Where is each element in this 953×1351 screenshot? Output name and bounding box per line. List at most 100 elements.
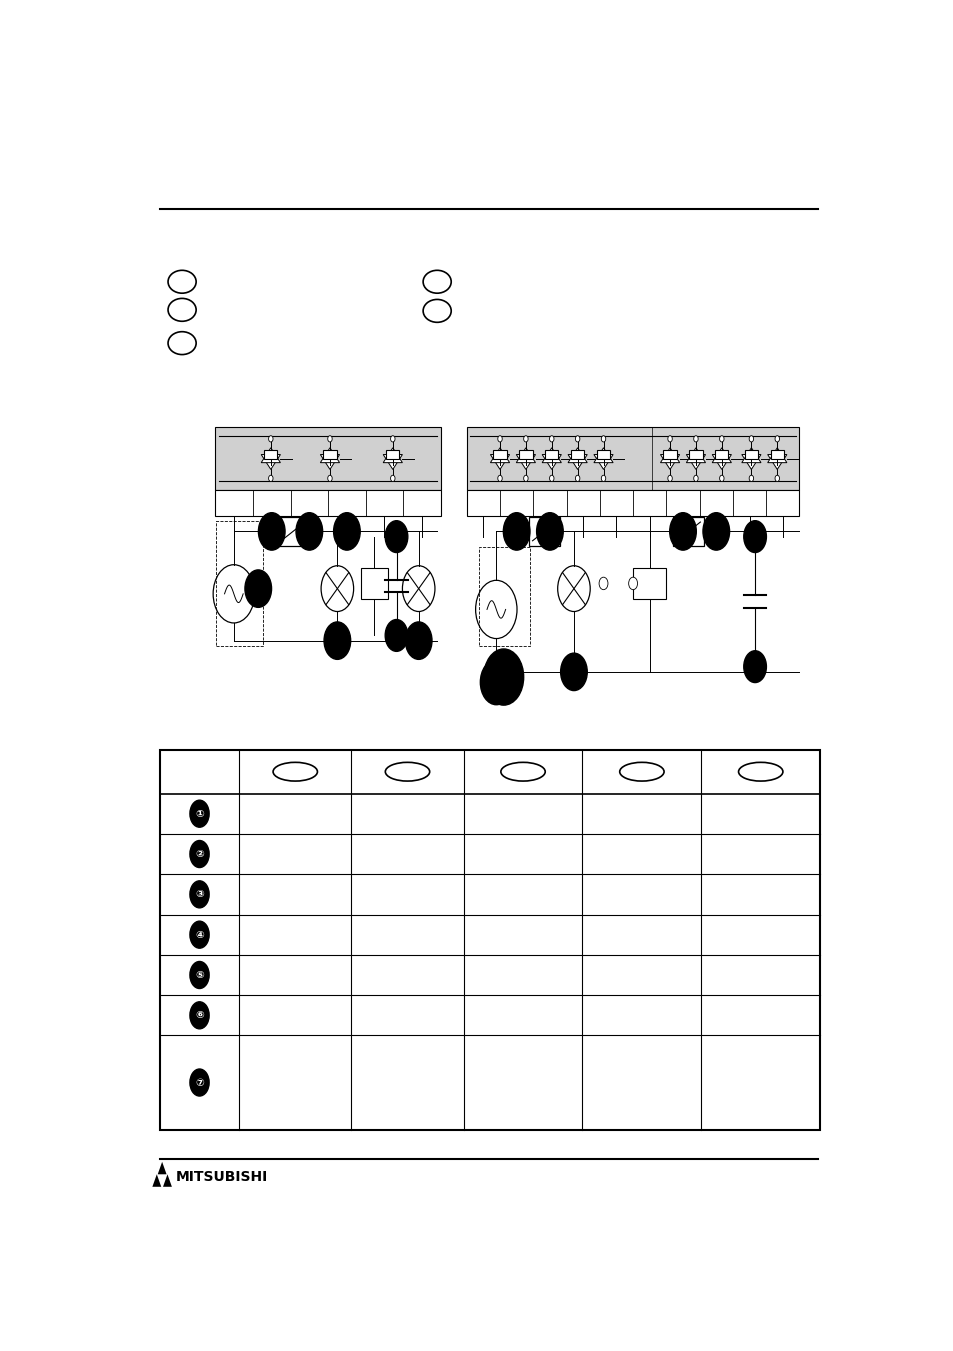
Polygon shape	[383, 454, 402, 469]
Circle shape	[390, 436, 395, 442]
Polygon shape	[320, 447, 339, 462]
Polygon shape	[594, 454, 613, 469]
Text: ②: ②	[195, 848, 204, 859]
Circle shape	[667, 476, 672, 481]
Circle shape	[600, 476, 605, 481]
Circle shape	[190, 881, 209, 908]
Polygon shape	[320, 454, 339, 469]
Bar	[386, 450, 399, 458]
Circle shape	[693, 476, 698, 481]
Polygon shape	[741, 447, 760, 462]
Circle shape	[575, 476, 579, 481]
Polygon shape	[767, 454, 786, 469]
Text: ⑥: ⑥	[195, 1011, 204, 1020]
Bar	[744, 450, 758, 458]
Circle shape	[190, 840, 209, 867]
Bar	[597, 450, 610, 458]
Polygon shape	[152, 1174, 161, 1186]
Circle shape	[536, 512, 562, 550]
Bar	[528, 517, 559, 546]
Circle shape	[324, 621, 351, 659]
Circle shape	[748, 476, 753, 481]
Text: ①: ①	[195, 809, 204, 819]
Circle shape	[190, 800, 209, 827]
Text: ⑦: ⑦	[195, 1078, 204, 1088]
Circle shape	[269, 436, 273, 442]
Bar	[770, 450, 783, 458]
Text: MITSUBISHI: MITSUBISHI	[175, 1170, 268, 1183]
Circle shape	[719, 476, 723, 481]
Bar	[493, 450, 506, 458]
Circle shape	[743, 520, 765, 553]
Bar	[160, 750, 820, 1129]
Polygon shape	[567, 447, 587, 462]
Circle shape	[523, 436, 528, 442]
Circle shape	[483, 648, 523, 705]
Circle shape	[190, 921, 209, 948]
Circle shape	[269, 476, 273, 481]
Bar	[215, 427, 440, 490]
Bar	[264, 450, 277, 458]
Circle shape	[669, 512, 696, 550]
Circle shape	[743, 651, 765, 682]
Circle shape	[190, 962, 209, 989]
Polygon shape	[659, 447, 679, 462]
Polygon shape	[163, 1174, 172, 1186]
Circle shape	[328, 476, 332, 481]
Polygon shape	[541, 454, 560, 469]
Bar	[672, 517, 703, 546]
Bar	[715, 450, 728, 458]
Polygon shape	[712, 454, 731, 469]
Circle shape	[693, 436, 698, 442]
Polygon shape	[157, 1162, 167, 1174]
Circle shape	[503, 512, 530, 550]
Circle shape	[667, 436, 672, 442]
Circle shape	[258, 512, 285, 550]
Circle shape	[190, 1069, 209, 1096]
Polygon shape	[490, 454, 509, 469]
Circle shape	[497, 436, 501, 442]
Polygon shape	[516, 447, 535, 462]
Polygon shape	[685, 447, 705, 462]
Circle shape	[549, 476, 554, 481]
Circle shape	[480, 659, 512, 705]
Circle shape	[385, 520, 407, 553]
Circle shape	[328, 436, 332, 442]
Circle shape	[334, 512, 360, 550]
Text: ④: ④	[195, 929, 204, 940]
Circle shape	[774, 436, 779, 442]
Circle shape	[575, 436, 579, 442]
Polygon shape	[383, 447, 402, 462]
Circle shape	[774, 476, 779, 481]
Polygon shape	[741, 454, 760, 469]
Circle shape	[719, 436, 723, 442]
Polygon shape	[767, 447, 786, 462]
Circle shape	[600, 436, 605, 442]
Polygon shape	[490, 447, 509, 462]
Polygon shape	[567, 454, 587, 469]
Circle shape	[549, 436, 554, 442]
Circle shape	[245, 570, 272, 608]
Bar	[216, 521, 263, 646]
Polygon shape	[516, 454, 535, 469]
Circle shape	[702, 512, 729, 550]
Bar	[466, 490, 799, 516]
Bar	[633, 567, 665, 598]
Bar	[689, 450, 701, 458]
Bar	[215, 490, 440, 516]
Bar	[277, 517, 308, 546]
Bar	[662, 450, 676, 458]
Polygon shape	[712, 447, 731, 462]
Circle shape	[748, 436, 753, 442]
Circle shape	[405, 621, 432, 659]
Bar	[544, 450, 558, 458]
Circle shape	[598, 577, 607, 589]
Polygon shape	[261, 447, 280, 462]
Polygon shape	[594, 447, 613, 462]
Circle shape	[523, 476, 528, 481]
Polygon shape	[659, 454, 679, 469]
Polygon shape	[685, 454, 705, 469]
Circle shape	[560, 653, 587, 690]
Bar	[478, 547, 529, 646]
Bar	[466, 427, 799, 490]
